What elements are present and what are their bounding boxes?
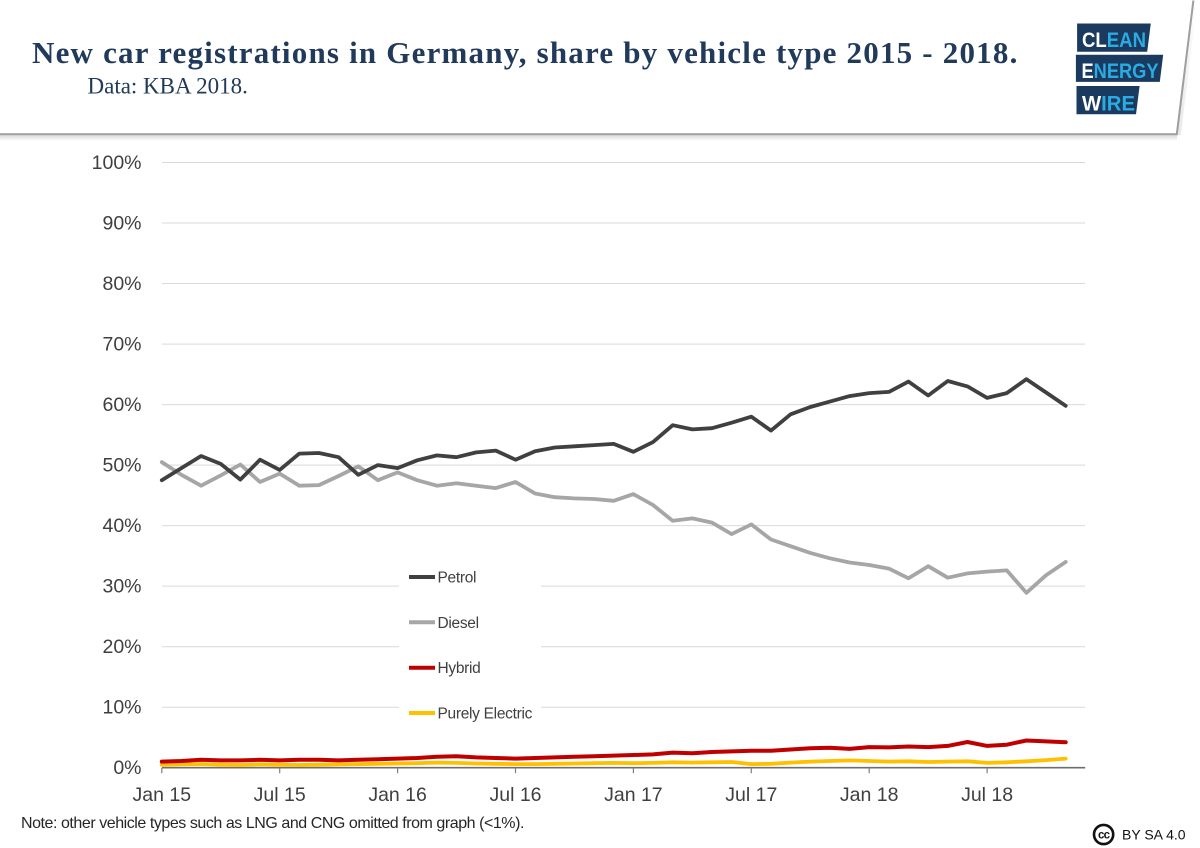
svg-text:60%: 60% xyxy=(102,394,141,416)
svg-text:New car registrations in Germa: New car registrations in Germany, share … xyxy=(32,35,1019,70)
svg-text:70%: 70% xyxy=(102,334,141,356)
svg-text:ENERGY: ENERGY xyxy=(1082,59,1159,83)
svg-text:10%: 10% xyxy=(102,697,141,719)
svg-text:CLEAN: CLEAN xyxy=(1082,28,1146,52)
svg-text:Jul 15: Jul 15 xyxy=(254,784,306,806)
svg-text:Note: other vehicle types such: Note: other vehicle types such as LNG an… xyxy=(21,815,524,832)
svg-text:30%: 30% xyxy=(102,576,141,598)
svg-text:cc: cc xyxy=(1098,830,1111,842)
svg-text:Jan 15: Jan 15 xyxy=(133,784,192,806)
svg-text:Jul 17: Jul 17 xyxy=(725,784,777,806)
svg-text:Jan 16: Jan 16 xyxy=(368,784,427,806)
svg-text:Data: KBA 2018.: Data: KBA 2018. xyxy=(88,74,248,99)
svg-text:Diesel: Diesel xyxy=(438,615,479,632)
svg-text:Jul 16: Jul 16 xyxy=(489,784,541,806)
svg-text:BY SA 4.0: BY SA 4.0 xyxy=(1122,827,1186,843)
svg-text:90%: 90% xyxy=(102,213,141,235)
svg-text:Jul 18: Jul 18 xyxy=(961,784,1013,806)
svg-text:80%: 80% xyxy=(102,273,141,295)
svg-text:40%: 40% xyxy=(102,515,141,537)
svg-text:50%: 50% xyxy=(102,455,141,477)
svg-text:Purely Electric: Purely Electric xyxy=(438,706,533,723)
svg-text:Hybrid: Hybrid xyxy=(438,660,481,677)
svg-text:0%: 0% xyxy=(113,757,141,779)
svg-text:Jan 17: Jan 17 xyxy=(604,784,663,806)
svg-text:Jan 18: Jan 18 xyxy=(840,784,899,806)
svg-text:Petrol: Petrol xyxy=(438,570,477,587)
svg-text:20%: 20% xyxy=(102,636,141,658)
svg-text:100%: 100% xyxy=(92,152,142,174)
svg-text:WIRE: WIRE xyxy=(1082,91,1135,115)
